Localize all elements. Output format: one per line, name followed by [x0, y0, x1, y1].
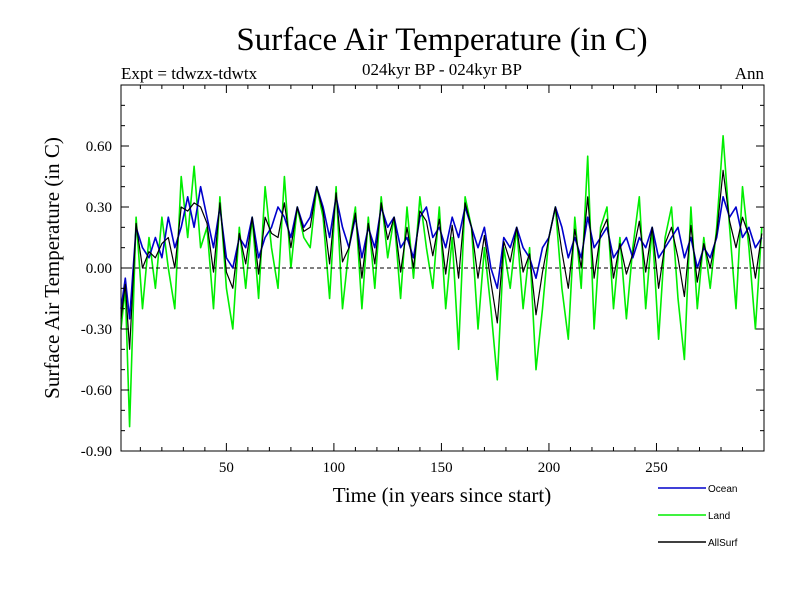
y-tick-label: 0.60: [86, 139, 112, 155]
legend-label-allsurf: AllSurf: [708, 538, 738, 549]
series-line-ocean: [120, 185, 763, 320]
legend-label-land: Land: [708, 511, 730, 522]
x-tick-label: 100: [323, 460, 346, 476]
y-tick-label: -0.60: [81, 383, 112, 399]
x-tick-label: 200: [538, 460, 561, 476]
x-tick-label: 50: [219, 460, 234, 476]
experiment-label: Expt = tdwzx-tdwtx: [121, 64, 258, 83]
x-tick-label: 150: [430, 460, 453, 476]
period-label: 024kyr BP - 024kyr BP: [362, 60, 522, 79]
season-label: Ann: [735, 64, 765, 83]
y-tick-label: 0.30: [86, 200, 112, 216]
chart-title: Surface Air Temperature (in C): [236, 22, 647, 58]
legend-label-ocean: Ocean: [708, 484, 737, 495]
plot-area: 50 100 150 200 250 -0.90 -0.60 -0.30 0.00 0.30 0.6…: [81, 84, 765, 476]
y-tick-label: -0.90: [81, 444, 112, 460]
y-tick-label: -0.30: [81, 322, 112, 338]
x-axis-label: Time (in years since start): [333, 483, 552, 507]
series-layer: [120, 135, 763, 428]
axis-ticks: 50 100 150 200 250 -0.90 -0.60 -0.30 0.00 0.30 0.6…: [81, 84, 764, 476]
series-line-allsurf: [120, 169, 763, 350]
y-axis-label: Surface Air Temperature (in C): [40, 137, 64, 399]
x-tick-label: 250: [645, 460, 668, 476]
series-line-land: [120, 135, 763, 428]
legend: Ocean Land AllSurf: [658, 484, 738, 549]
y-tick-label: 0.00: [86, 261, 112, 277]
